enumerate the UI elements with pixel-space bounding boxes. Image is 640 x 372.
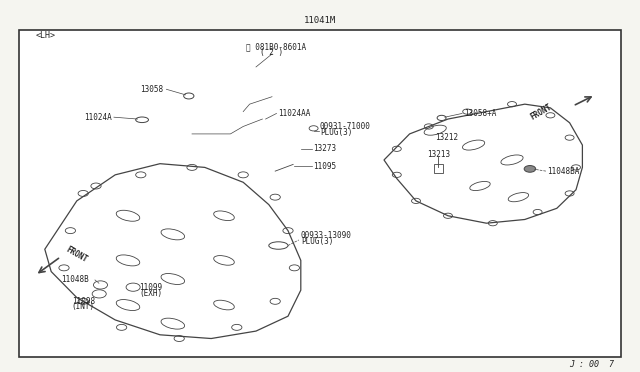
Text: (EXH): (EXH) xyxy=(140,289,163,298)
Text: 00931-71000: 00931-71000 xyxy=(320,122,371,131)
Text: PLUG(3): PLUG(3) xyxy=(301,237,333,246)
FancyBboxPatch shape xyxy=(434,164,443,173)
Text: 13058: 13058 xyxy=(140,85,163,94)
Text: 13213: 13213 xyxy=(428,150,451,159)
Text: 11048B: 11048B xyxy=(61,275,88,283)
Text: 13058+A: 13058+A xyxy=(464,109,497,118)
Circle shape xyxy=(524,166,536,172)
Text: 11095: 11095 xyxy=(314,162,337,171)
Text: PLUG(3): PLUG(3) xyxy=(320,128,353,137)
Text: 00933-13090: 00933-13090 xyxy=(301,231,351,240)
Text: 13273: 13273 xyxy=(314,144,337,153)
Text: 13212: 13212 xyxy=(435,133,458,142)
Text: (INT): (INT) xyxy=(72,302,95,311)
Text: J : 00  7: J : 00 7 xyxy=(570,360,614,369)
Text: 11098: 11098 xyxy=(72,297,95,306)
Text: 11099: 11099 xyxy=(140,283,163,292)
Text: 11024AA: 11024AA xyxy=(278,109,311,118)
Text: FRONT: FRONT xyxy=(64,245,88,264)
Text: ( 2 ): ( 2 ) xyxy=(260,48,284,57)
Text: 11024A: 11024A xyxy=(84,113,112,122)
Text: FRONT: FRONT xyxy=(529,102,554,121)
Text: 11041M: 11041M xyxy=(304,16,336,25)
Circle shape xyxy=(184,93,194,99)
Text: 11048BA: 11048BA xyxy=(547,167,580,176)
Text: Ⓑ 081B0-8601A: Ⓑ 081B0-8601A xyxy=(246,42,307,51)
FancyBboxPatch shape xyxy=(19,30,621,357)
Circle shape xyxy=(437,115,446,121)
Text: <LH>: <LH> xyxy=(35,31,55,40)
